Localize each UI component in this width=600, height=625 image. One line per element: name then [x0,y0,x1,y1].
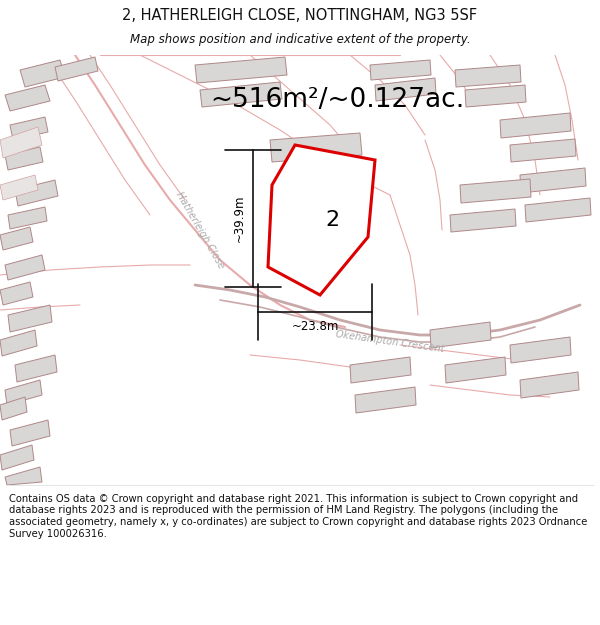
Polygon shape [0,175,38,200]
Polygon shape [200,82,282,107]
Polygon shape [5,467,42,485]
Polygon shape [5,380,42,405]
Text: Hatherleigh Close: Hatherleigh Close [174,190,226,270]
Polygon shape [5,147,43,170]
Polygon shape [0,330,37,356]
Polygon shape [8,305,52,332]
Text: ~39.9m: ~39.9m [233,195,245,242]
Text: ~23.8m: ~23.8m [292,319,338,332]
Polygon shape [455,65,521,87]
Polygon shape [10,117,48,140]
Polygon shape [20,60,65,87]
Polygon shape [525,198,591,222]
Polygon shape [500,113,571,138]
Polygon shape [350,357,411,383]
Text: 2, HATHERLEIGH CLOSE, NOTTINGHAM, NG3 5SF: 2, HATHERLEIGH CLOSE, NOTTINGHAM, NG3 5S… [122,8,478,23]
Polygon shape [460,179,531,203]
Polygon shape [450,209,516,232]
Polygon shape [8,207,47,229]
Polygon shape [0,127,42,158]
Polygon shape [5,255,45,280]
Text: ~516m²/~0.127ac.: ~516m²/~0.127ac. [210,87,464,113]
Polygon shape [15,355,57,382]
Polygon shape [280,163,372,192]
Polygon shape [0,397,27,420]
Polygon shape [520,372,579,398]
Text: Contains OS data © Crown copyright and database right 2021. This information is : Contains OS data © Crown copyright and d… [9,494,587,539]
Text: 2: 2 [325,210,339,230]
Polygon shape [510,337,571,363]
Polygon shape [0,445,34,470]
Polygon shape [445,357,506,383]
Polygon shape [510,139,576,162]
Polygon shape [520,168,586,193]
Polygon shape [5,85,50,111]
Polygon shape [268,145,375,295]
Polygon shape [355,387,416,413]
Polygon shape [0,282,33,305]
Polygon shape [15,180,58,206]
Polygon shape [465,85,526,107]
Polygon shape [375,78,436,101]
Polygon shape [270,133,362,162]
Polygon shape [10,420,50,446]
Polygon shape [195,57,287,83]
Polygon shape [55,57,98,81]
Polygon shape [430,322,491,348]
Text: Map shows position and indicative extent of the property.: Map shows position and indicative extent… [130,33,470,46]
Polygon shape [370,60,431,80]
Polygon shape [0,227,33,250]
Text: Okehampton Crescent: Okehampton Crescent [335,329,445,354]
